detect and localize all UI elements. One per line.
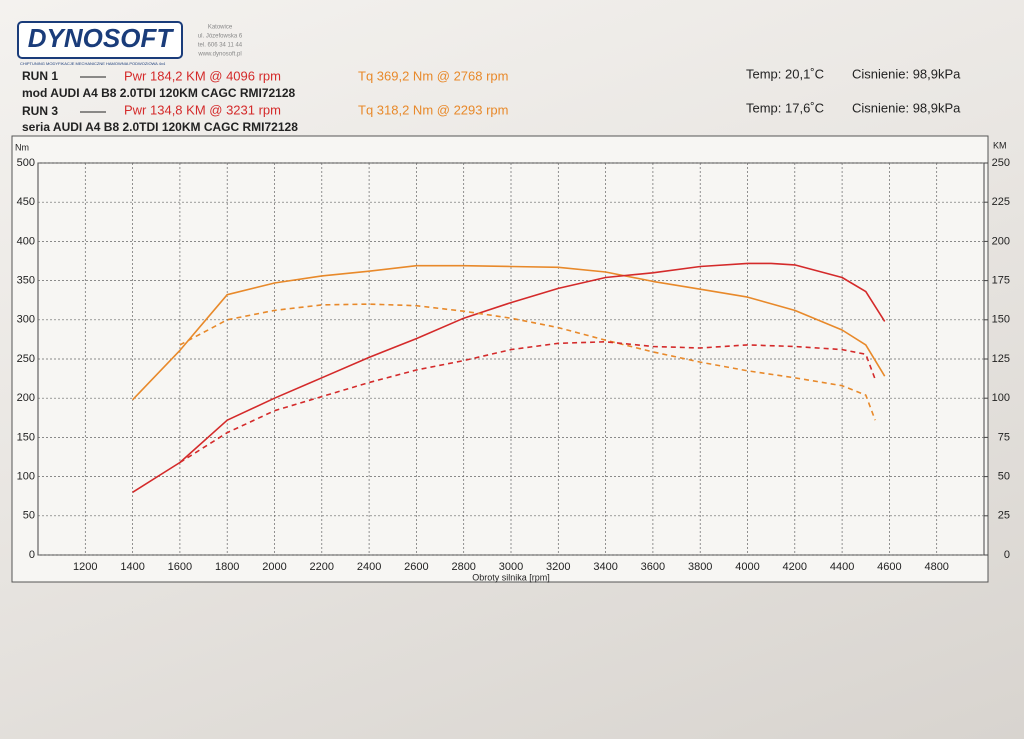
x-tick-label: 2200 xyxy=(310,561,334,573)
y-tick-label: 0 xyxy=(29,549,35,561)
y-axis-label: Nm xyxy=(15,142,29,152)
x-tick-label: 4800 xyxy=(924,561,948,573)
y2-tick-label: 0 xyxy=(1004,549,1010,561)
y-tick-label: 100 xyxy=(17,471,35,483)
y2-tick-label: 50 xyxy=(998,471,1010,483)
x-tick-label: 3600 xyxy=(641,561,665,573)
x-tick-label: 4000 xyxy=(735,561,759,573)
x-tick-label: 2000 xyxy=(262,561,286,573)
x-tick-label: 3000 xyxy=(499,561,523,573)
run-torque: Tq 318,2 Nm @ 2293 rpm xyxy=(358,102,508,117)
y2-tick-label: 225 xyxy=(992,196,1010,208)
x-tick-label: 3400 xyxy=(593,561,617,573)
x-tick-label: 3200 xyxy=(546,561,570,573)
y-tick-label: 500 xyxy=(17,157,35,169)
run-pressure: Cisnienie: 98,9kPa xyxy=(852,100,961,115)
y2-axis-label: KM xyxy=(993,140,1007,150)
x-tick-label: 2600 xyxy=(404,561,428,573)
series-line xyxy=(179,303,876,421)
run-pressure: Cisnienie: 98,9kPa xyxy=(852,66,961,81)
run-torque: Tq 369,2 Nm @ 2768 rpm xyxy=(358,68,508,83)
x-tick-label: 4400 xyxy=(830,561,854,573)
address: www.dynosoft.pl xyxy=(197,52,241,58)
x-tick-label: 4200 xyxy=(783,561,807,573)
logo: DYNOSOFT xyxy=(28,23,175,53)
x-tick-label: 1200 xyxy=(73,561,97,573)
x-tick-label: 3800 xyxy=(688,561,712,573)
x-tick-label: 1600 xyxy=(168,561,192,573)
y2-tick-label: 200 xyxy=(992,235,1010,247)
address: tel. 606 34 11 44 xyxy=(198,43,243,49)
y-tick-label: 250 xyxy=(17,353,35,365)
series-line xyxy=(179,341,876,464)
y-tick-label: 350 xyxy=(17,275,35,287)
address: Katowice xyxy=(208,25,233,31)
y2-tick-label: 75 xyxy=(998,431,1010,443)
y-tick-label: 400 xyxy=(17,235,35,247)
y2-tick-label: 100 xyxy=(992,392,1010,404)
x-tick-label: 1800 xyxy=(215,561,239,573)
y-tick-label: 450 xyxy=(17,196,35,208)
run-power: Pwr 134,8 KM @ 3231 rpm xyxy=(124,102,281,117)
y-tick-label: 300 xyxy=(17,314,35,326)
series-line xyxy=(132,264,886,401)
run-car: seria AUDI A4 B8 2.0TDI 120KM CAGC RMI72… xyxy=(22,120,298,134)
x-tick-label: 4600 xyxy=(877,561,901,573)
y2-tick-label: 175 xyxy=(992,275,1010,287)
run-temp: Temp: 17,6˚C xyxy=(746,100,824,115)
logo-box xyxy=(17,21,183,59)
run-label: RUN 1 xyxy=(22,69,58,83)
y2-tick-label: 125 xyxy=(992,353,1010,365)
x-tick-label: 2800 xyxy=(451,561,475,573)
x-tick-label: 2400 xyxy=(357,561,381,573)
series-line xyxy=(132,262,886,493)
y2-tick-label: 150 xyxy=(992,314,1010,326)
tagline: CHIPTUNING MODYFIKACJE MECHANICZNE HAMOW… xyxy=(20,61,166,66)
run-car: mod AUDI A4 B8 2.0TDI 120KM CAGC RMI7212… xyxy=(22,86,296,100)
x-tick-label: 1400 xyxy=(120,561,144,573)
y2-tick-label: 25 xyxy=(998,510,1010,522)
x-axis-label: Obroty silnika [rpm] xyxy=(472,572,550,582)
y2-tick-label: 250 xyxy=(992,157,1010,169)
y-tick-label: 150 xyxy=(17,431,35,443)
run-temp: Temp: 20,1˚C xyxy=(746,66,824,81)
y-tick-label: 50 xyxy=(23,510,35,522)
run-label: RUN 3 xyxy=(22,104,58,118)
y-tick-label: 200 xyxy=(17,392,35,404)
run-power: Pwr 184,2 KM @ 4096 rpm xyxy=(124,68,281,83)
address: ul. Józefowska 6 xyxy=(198,34,243,40)
